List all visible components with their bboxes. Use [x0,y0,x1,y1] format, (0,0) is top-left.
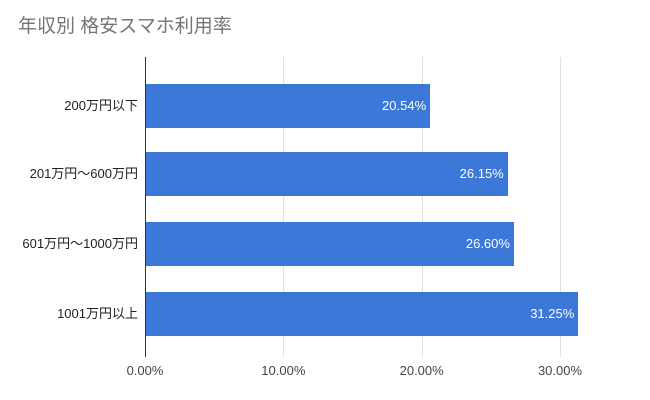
chart-title: 年収別 格安スマホ利用率 [18,16,232,37]
x-tick-label: 20.00% [399,363,444,378]
category-label: 601万円〜1000万円 [22,236,138,251]
bar-value-label: 31.25% [530,306,575,321]
bar-value-label: 26.60% [465,236,510,251]
category-label: 201万円〜600万円 [29,166,138,181]
bar-value-label: 26.15% [459,166,504,181]
x-tick-label: 0.00% [126,363,164,378]
gridline [283,57,285,357]
category-label: 1001万円以上 [57,306,138,321]
gridline [560,57,561,357]
bar: 26.60% [146,222,514,266]
bar: 26.15% [146,152,508,196]
bar-value-label: 20.54% [382,98,427,113]
x-tick-label: 30.00% [537,363,583,378]
bar: 31.25% [146,292,579,336]
category-label: 200万円以下 [64,98,138,113]
x-tick-label: 10.00% [261,363,306,378]
bar: 20.54% [146,84,431,128]
y-axis-line [145,57,146,357]
gridline [421,57,423,357]
